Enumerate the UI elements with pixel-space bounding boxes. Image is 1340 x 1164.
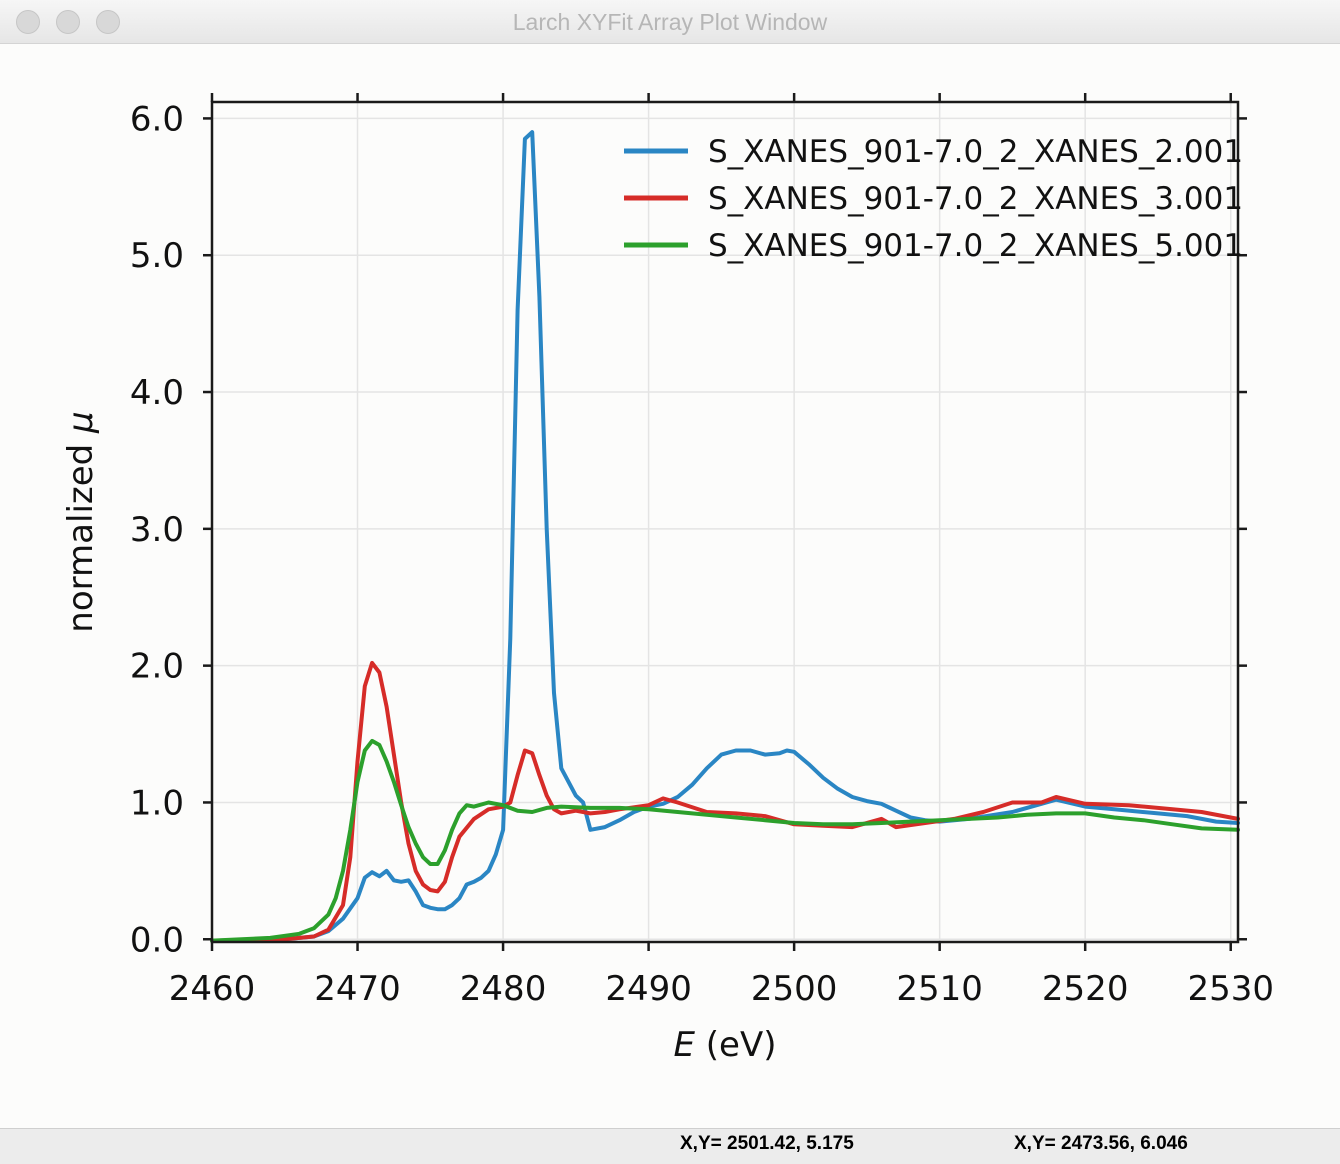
y-tick-label: 1.0 bbox=[130, 783, 184, 823]
legend-label-1: S_XANES_901-7.0_2_XANES_2.001 bbox=[708, 134, 1243, 170]
y-tick-label: 4.0 bbox=[130, 373, 184, 413]
series-line-3 bbox=[210, 738, 1240, 943]
legend-label-3: S_XANES_901-7.0_2_XANES_5.001 bbox=[708, 228, 1243, 264]
plot-frame bbox=[210, 100, 1240, 944]
minimize-window-button[interactable] bbox=[56, 10, 80, 34]
axis-ticks: 2460 2470 2480 2490 2500 2510 2520 2530 0.0 1.0 2.… bbox=[130, 93, 1274, 1009]
close-window-button[interactable] bbox=[16, 10, 40, 34]
y-tick-label: 2.0 bbox=[130, 647, 184, 687]
y-axis-label: normalized μ bbox=[61, 411, 101, 632]
status-bar: X,Y= 2501.42, 5.175 X,Y= 2473.56, 6.046 bbox=[0, 1128, 1340, 1164]
x-tick-label: 2490 bbox=[605, 969, 692, 1009]
series-lines bbox=[210, 130, 1240, 943]
zoom-window-button[interactable] bbox=[96, 10, 120, 34]
x-tick-label: 2520 bbox=[1042, 969, 1129, 1009]
x-tick-label: 2460 bbox=[169, 969, 256, 1009]
legend-label-2: S_XANES_901-7.0_2_XANES_3.001 bbox=[708, 181, 1243, 217]
status-cursor-coords: X,Y= 2501.42, 5.175 bbox=[680, 1133, 854, 1154]
y-tick-label: 0.0 bbox=[130, 920, 184, 960]
y-tick-label: 6.0 bbox=[130, 99, 184, 139]
series-line-1 bbox=[210, 130, 1240, 943]
legend[interactable]: S_XANES_901-7.0_2_XANES_2.001 S_XANES_901… bbox=[624, 134, 1243, 264]
y-tick-label: 5.0 bbox=[130, 236, 184, 276]
x-tick-label: 2500 bbox=[751, 969, 838, 1009]
x-axis-label: E (eV) bbox=[674, 1025, 777, 1065]
x-tick-label: 2470 bbox=[314, 969, 401, 1009]
y-tick-label: 3.0 bbox=[130, 510, 184, 550]
plot-panel[interactable]: 2460 2470 2480 2490 2500 2510 2520 2530 0.0 1.0 2.… bbox=[0, 44, 1340, 1128]
window-title: Larch XYFit Array Plot Window bbox=[512, 9, 828, 35]
status-click-coords: X,Y= 2473.56, 6.046 bbox=[1014, 1133, 1188, 1154]
x-tick-label: 2530 bbox=[1187, 969, 1274, 1009]
x-tick-label: 2510 bbox=[896, 969, 983, 1009]
xanes-chart[interactable]: 2460 2470 2480 2490 2500 2510 2520 2530 0.0 1.0 2.… bbox=[0, 44, 1340, 1128]
title-bar: Larch XYFit Array Plot Window bbox=[0, 0, 1340, 44]
x-tick-label: 2480 bbox=[460, 969, 547, 1009]
